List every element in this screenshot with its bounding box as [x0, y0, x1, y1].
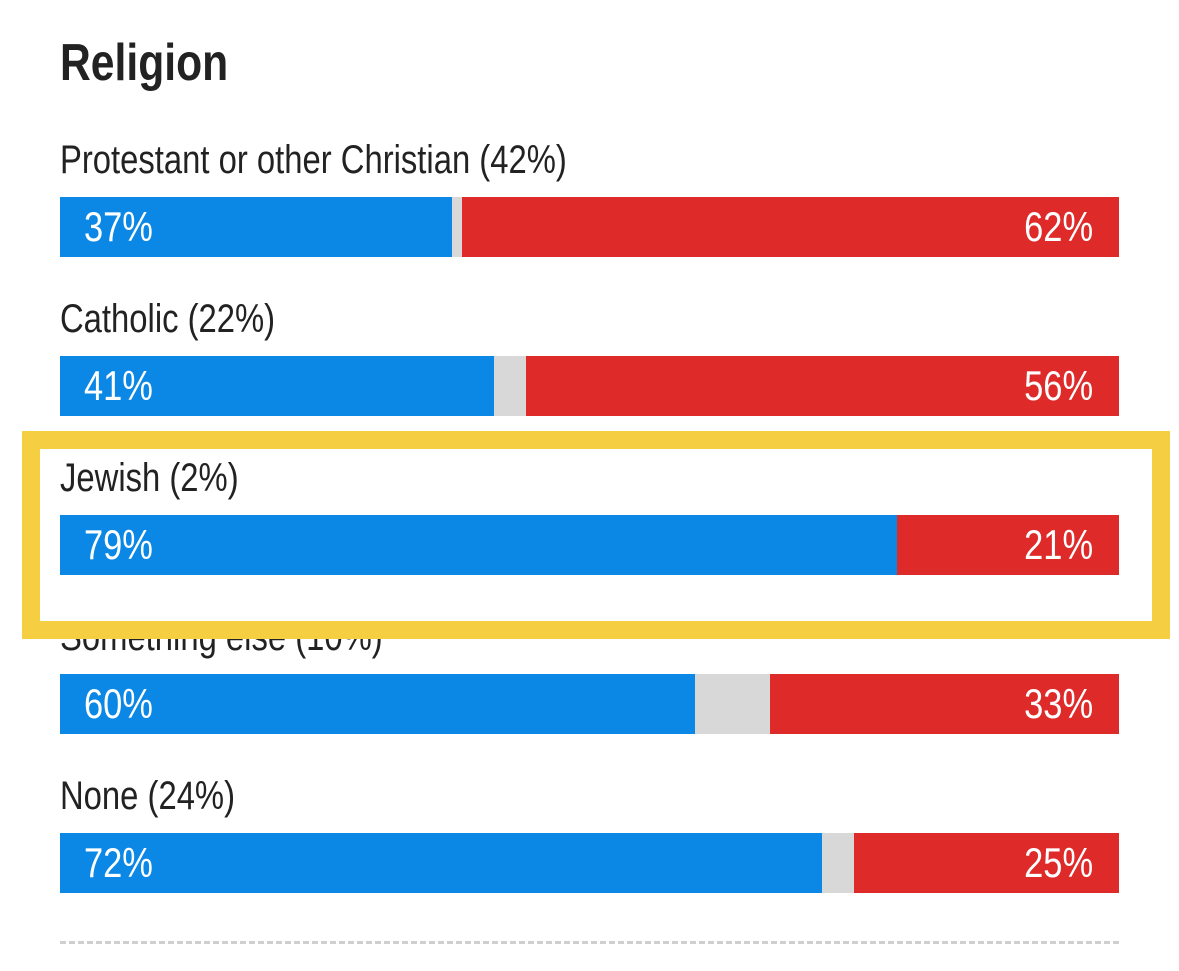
category-label: Jewish (2%) [60, 456, 239, 500]
data-label-red: 62% [1024, 203, 1093, 250]
bar-group: Jewish (2%) 79% 21% [60, 453, 1119, 575]
bar-segment-red [770, 674, 1119, 734]
bar-segment-red [897, 515, 1119, 575]
bar-segment-blue [60, 833, 822, 893]
chart-title: Religion [60, 34, 229, 92]
bar-segment-red [462, 197, 1119, 257]
bar-segment-blue [60, 515, 897, 575]
category-label: Something else (10%) [60, 615, 383, 659]
category-label: None (24%) [60, 774, 236, 818]
data-label-blue: 60% [84, 680, 153, 727]
data-label-blue: 79% [84, 521, 153, 568]
stacked-bar: 79% 21% [60, 515, 1119, 575]
bar-segment-blue [60, 197, 452, 257]
bar-segment-blue [60, 356, 494, 416]
bar-group: Protestant or other Christian (42%) 37% 62… [60, 135, 1119, 257]
stacked-bar: 60% 33% [60, 674, 1119, 734]
data-label-red: 33% [1024, 680, 1093, 727]
bar-segment-blue [60, 674, 695, 734]
data-label-blue: 72% [84, 839, 153, 886]
bar-segment-red [526, 356, 1119, 416]
data-label-blue: 41% [84, 362, 153, 409]
stacked-bar: 41% 56% [60, 356, 1119, 416]
data-label-red: 56% [1024, 362, 1093, 409]
bar-group: None (24%) 72% 25% [60, 771, 1119, 893]
stacked-bar: 37% 62% [60, 197, 1119, 257]
bar-group: Catholic (22%) 41% 56% [60, 294, 1119, 416]
category-label: Protestant or other Christian (42%) [60, 138, 567, 182]
data-label-red: 25% [1024, 839, 1093, 886]
bar-segment-red [854, 833, 1119, 893]
category-label: Catholic (22%) [60, 297, 276, 341]
dashed-divider [60, 941, 1119, 944]
bar-group: Something else (10%) 60% 33% [60, 612, 1119, 734]
data-label-red: 21% [1024, 521, 1093, 568]
stacked-bar: 72% 25% [60, 833, 1119, 893]
data-label-blue: 37% [84, 203, 153, 250]
